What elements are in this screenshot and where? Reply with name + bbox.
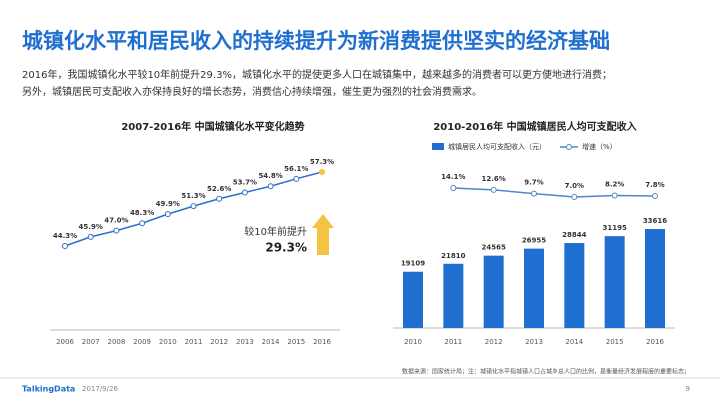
data-label: 12.6%	[482, 175, 506, 183]
data-label: 47.0%	[104, 217, 128, 225]
x-tick-label: 2010	[159, 338, 177, 346]
arrow	[312, 214, 334, 255]
point	[164, 211, 171, 218]
x-tick-label: 2009	[133, 338, 151, 346]
data-label: 24565	[481, 244, 505, 252]
data-label: 28844	[562, 231, 586, 239]
data-label: 44.3%	[53, 232, 77, 240]
x-tick-label: 2014	[262, 338, 280, 346]
point	[267, 183, 274, 190]
point	[611, 192, 618, 199]
annotation: 29.3%	[265, 241, 307, 255]
bar	[403, 271, 423, 328]
point	[241, 189, 248, 196]
point	[87, 233, 94, 240]
point	[113, 227, 120, 234]
legend-swatch	[432, 143, 444, 150]
data-label: 51.3%	[181, 192, 205, 200]
data-label: 14.1%	[441, 173, 465, 181]
data-label: 31195	[602, 224, 626, 232]
x-tick-label: 2013	[236, 338, 254, 346]
bar	[564, 243, 585, 328]
chart-title: 2007-2016年 中国城镇化水平变化趋势	[121, 120, 304, 133]
point	[450, 185, 457, 191]
point	[571, 194, 578, 200]
x-tick-label: 2015	[287, 338, 305, 346]
slide-title: 城镇化水平和居民收入的持续提升为新消费提供坚实的经济基础	[22, 29, 610, 53]
point	[139, 220, 146, 227]
data-label: 8.2%	[605, 180, 624, 188]
x-tick-label: 2010	[404, 338, 422, 346]
source: 数据来源：国家统计局；注：城镇化水平指城镇人口占城乡总人口的比例，是衡量经济发展…	[402, 368, 690, 376]
line	[453, 187, 656, 198]
point	[531, 190, 537, 197]
date: 2017/9/26	[82, 385, 118, 393]
point	[190, 203, 197, 210]
paragraph: 另外，城镇居民可支配收入亦保持良好的增长态势，消费信心持续增强，催生更为强烈的社…	[22, 85, 482, 98]
data-label: 19109	[401, 260, 425, 268]
x-tick-label: 2011	[444, 338, 462, 346]
bar	[443, 263, 464, 328]
data-label: 49.9%	[156, 200, 180, 208]
annotation: 较10年前提升	[244, 225, 307, 238]
legend-label: 增速（%）	[582, 142, 617, 151]
x-tick-label: 2014	[565, 338, 583, 346]
x-tick-label: 2016	[646, 338, 664, 346]
data-label: 54.8%	[258, 172, 282, 180]
data-label: 26955	[522, 237, 546, 245]
x-tick-label: 2012	[485, 338, 503, 346]
bar	[524, 248, 544, 328]
x-tick-label: 2011	[185, 338, 203, 346]
data-label: 21810	[441, 252, 465, 260]
point	[293, 175, 300, 182]
x-tick-label: 2006	[56, 338, 74, 346]
x-tick-label: 2013	[525, 338, 543, 346]
x-tick-label: 2012	[210, 338, 228, 346]
point	[652, 192, 658, 199]
x-tick-label: 2008	[107, 338, 125, 346]
data-label: 53.7%	[233, 178, 257, 186]
data-label: 45.9%	[79, 223, 103, 231]
point	[490, 186, 497, 193]
legend-label: 城镇居民人均可支配收入（元）	[448, 142, 546, 151]
brand: TalkingData	[22, 385, 75, 394]
page-number: 9	[686, 385, 690, 393]
bar	[604, 236, 625, 328]
data-label: 52.6%	[207, 185, 231, 193]
data-label: 7.8%	[645, 181, 664, 189]
data-label: 7.0%	[565, 182, 584, 190]
data-label: 33616	[643, 217, 667, 225]
chart-title: 2010-2016年 中国城镇居民人均可支配收入	[433, 120, 636, 133]
data-label: 9.7%	[524, 179, 543, 187]
paragraph: 2016年，我国城镇化水平较10年前提升29.3%，城镇化水平的提使更多人口在城…	[22, 68, 612, 81]
x-tick-label: 2016	[313, 338, 331, 346]
bar	[645, 229, 665, 328]
legend-swatch	[566, 144, 572, 150]
data-label: 57.3%	[310, 158, 334, 166]
x-tick-label: 2007	[82, 338, 100, 346]
data-label: 48.3%	[130, 209, 154, 217]
x-tick-label: 2015	[606, 338, 624, 346]
data-label: 56.1%	[284, 165, 308, 173]
bar	[483, 255, 504, 328]
point	[216, 195, 223, 202]
point	[319, 169, 325, 175]
point	[62, 243, 68, 249]
